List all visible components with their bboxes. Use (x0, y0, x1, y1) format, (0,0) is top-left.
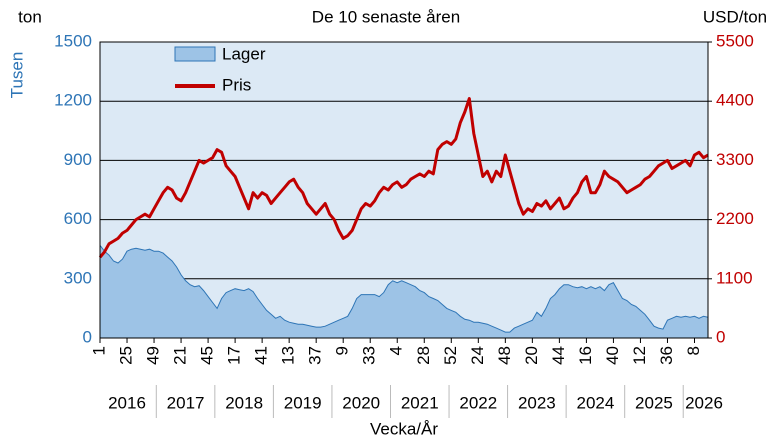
y-tick-label: 0 (83, 327, 92, 346)
x-tick-label: 4 (387, 346, 406, 355)
x-tick-label: 13 (279, 346, 298, 365)
x-tick-label: 16 (576, 346, 595, 365)
y2-axis-title: USD/ton (703, 7, 767, 26)
year-label: 2017 (167, 393, 205, 412)
y-axis-title: Tusen (7, 52, 26, 99)
x-tick-label: 12 (630, 346, 649, 365)
year-label: 2023 (518, 393, 556, 412)
x-tick-label: 17 (225, 346, 244, 365)
year-label: 2019 (284, 393, 322, 412)
y2-tick-label: 2200 (716, 209, 754, 228)
year-label: 2024 (576, 393, 614, 412)
y-tick-label: 1500 (54, 31, 92, 50)
x-tick-label: 9 (333, 346, 352, 355)
x-tick-label: 52 (441, 346, 460, 365)
y2-tick-label: 1100 (716, 268, 753, 287)
y2-tick-label: 3300 (716, 150, 754, 169)
year-label: 2022 (459, 393, 497, 412)
x-tick-label: 25 (117, 346, 136, 365)
year-label: 2026 (685, 393, 723, 412)
chart-title: De 10 senaste åren (312, 7, 460, 26)
y-unit: ton (18, 7, 42, 26)
year-label: 2020 (342, 393, 380, 412)
x-tick-label: 1 (89, 346, 108, 355)
x-tick-label: 45 (198, 346, 217, 365)
year-label: 2018 (225, 393, 263, 412)
x-tick-label: 48 (495, 346, 514, 365)
y2-tick-label: 0 (716, 327, 725, 346)
x-tick-label: 41 (252, 346, 271, 365)
x-tick-label: 24 (468, 346, 487, 365)
y-tick-label: 900 (64, 150, 92, 169)
x-tick-label: 37 (306, 346, 325, 365)
legend-label: Lager (222, 44, 266, 63)
x-tick-label: 8 (684, 346, 703, 355)
year-label: 2016 (108, 393, 146, 412)
x-tick-label: 33 (360, 346, 379, 365)
line (98, 97, 709, 259)
y2-tick-label: 5500 (716, 31, 754, 50)
x-tick-label: 44 (549, 346, 568, 365)
x-tick-label: 49 (144, 346, 163, 365)
year-label: 2025 (635, 393, 673, 412)
area (99, 243, 709, 339)
year-label: 2021 (401, 393, 439, 412)
x-tick-label: 28 (414, 346, 433, 365)
legend-label: Pris (222, 75, 251, 94)
x-tick-label: 20 (522, 346, 541, 365)
y-tick-label: 1200 (54, 91, 92, 110)
y2-tick-label: 4400 (716, 91, 754, 110)
plot-frame (99, 41, 709, 339)
legend-swatch (174, 46, 216, 62)
y-tick-label: 300 (64, 268, 92, 287)
x-tick-label: 40 (603, 346, 622, 365)
y-tick-label: 600 (64, 209, 92, 228)
x-tick-label: 21 (171, 346, 190, 365)
x-tick-label: 36 (657, 346, 676, 365)
x-axis-title: Vecka/År (370, 419, 438, 438)
